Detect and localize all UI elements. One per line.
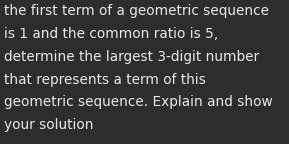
Text: the first term of a geometric sequence: the first term of a geometric sequence [4, 4, 269, 18]
Text: geometric sequence. Explain and show: geometric sequence. Explain and show [4, 95, 272, 109]
Text: determine the largest 3-digit number: determine the largest 3-digit number [4, 50, 259, 64]
Text: that represents a term of this: that represents a term of this [4, 73, 206, 87]
Text: is 1 and the common ratio is 5,: is 1 and the common ratio is 5, [4, 27, 218, 41]
Text: your solution: your solution [4, 118, 93, 132]
